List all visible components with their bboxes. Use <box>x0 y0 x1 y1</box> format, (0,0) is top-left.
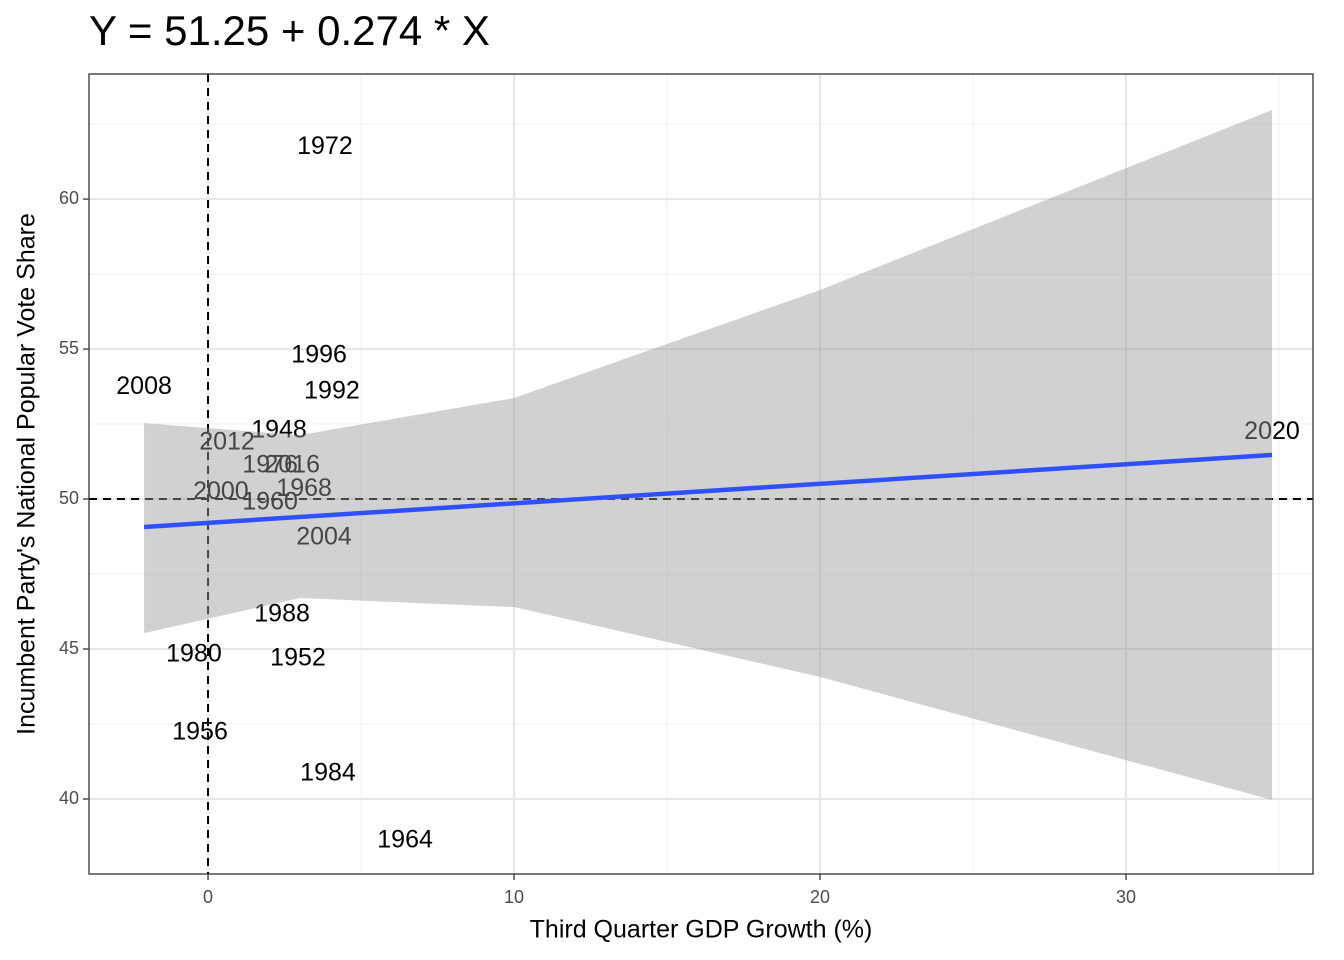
y-tick-label: 55 <box>59 338 79 358</box>
point-label: 1992 <box>304 377 360 405</box>
panel-border <box>88 73 1314 875</box>
point-label: 2004 <box>296 523 352 551</box>
point-label: 1984 <box>300 759 356 787</box>
y-tick-label: 45 <box>59 638 79 658</box>
chart-title: Y = 51.25 + 0.274 * X <box>89 7 490 54</box>
point-label: 1988 <box>254 600 310 628</box>
point-label: 1972 <box>297 132 353 160</box>
x-tick-label: 30 <box>1116 887 1136 907</box>
point-label: 1956 <box>172 718 228 746</box>
y-tick-label: 40 <box>59 788 79 808</box>
x-tick-label: 20 <box>810 887 830 907</box>
y-tick-label: 60 <box>59 188 79 208</box>
point-label: 1948 <box>251 416 307 444</box>
point-label: 2000 <box>193 477 249 505</box>
point-label: 1968 <box>276 474 332 502</box>
point-label: 2020 <box>1244 417 1300 445</box>
confidence-band-upper <box>144 109 1272 800</box>
y-tick-label: 50 <box>59 488 79 508</box>
x-tick-label: 0 <box>203 887 213 907</box>
point-label: 1996 <box>291 341 347 369</box>
point-label: 1964 <box>377 826 433 854</box>
point-label: 1960 <box>242 488 298 516</box>
fit-line <box>143 452 1273 530</box>
y-axis-title: Incumbent Party's National Popular Vote … <box>13 213 41 735</box>
x-tick-label: 10 <box>504 887 524 907</box>
point-label: 2012 <box>199 428 255 456</box>
point-label: 2016 <box>264 451 320 479</box>
x-axis-title: Third Quarter GDP Growth (%) <box>530 916 873 944</box>
point-label: 1952 <box>270 644 326 672</box>
point-label: 1976 <box>242 451 298 479</box>
point-label: 2008 <box>116 372 172 400</box>
point-label: 1980 <box>166 640 222 668</box>
